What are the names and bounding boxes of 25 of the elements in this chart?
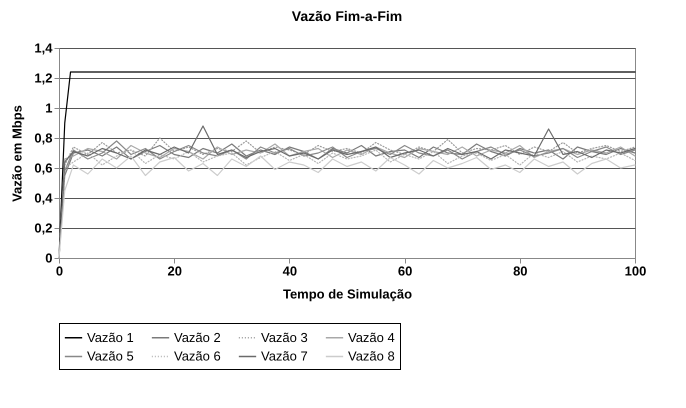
x-tick-label: 20 [167, 264, 182, 278]
x-tick-label: 100 [624, 264, 646, 278]
y-tick-label: 0 [45, 250, 52, 266]
x-tick-label: 40 [282, 264, 298, 278]
x-tick-label: 60 [398, 264, 412, 278]
y-tick-label: 0,8 [34, 130, 52, 146]
legend-label: Vazão 1 [87, 330, 134, 345]
legend-label: Vazão 8 [348, 348, 395, 364]
legend-label: Vazão 6 [174, 348, 221, 364]
y-tick-label: 1,2 [34, 70, 52, 86]
x-tick-label: 80 [513, 264, 528, 278]
y-tick-label: 0,2 [34, 220, 52, 236]
x-tick-label: 0 [56, 264, 64, 278]
y-tick-label: 1 [45, 100, 52, 116]
legend-label: Vazão 2 [174, 330, 221, 345]
y-tick-label: 0,6 [34, 160, 52, 176]
legend-label: Vazão 7 [261, 348, 308, 364]
legend-label: Vazão 5 [87, 348, 134, 364]
y-tick-label: 0,4 [34, 190, 54, 206]
y-axis-title: Vazão em Mbps [9, 105, 24, 202]
legend-label: Vazão 4 [348, 330, 395, 345]
y-tick-label: 1,4 [34, 40, 54, 56]
legend-label: Vazão 3 [261, 330, 308, 345]
x-axis-title: Tempo de Simulação [282, 286, 412, 302]
chart-title: Vazão Fim-a-Fim [292, 8, 402, 24]
